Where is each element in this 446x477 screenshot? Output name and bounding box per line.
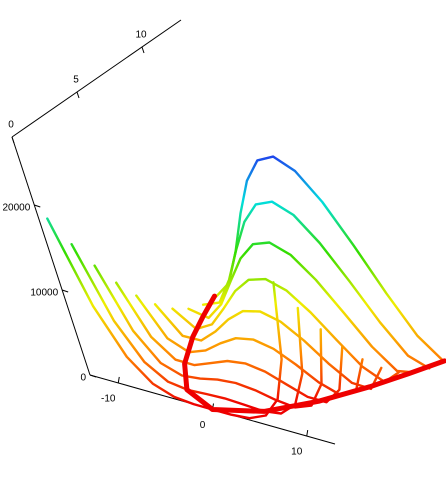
z-tick (61, 289, 69, 293)
x-tick (306, 429, 309, 437)
curve (215, 155, 444, 362)
curve (93, 264, 323, 409)
z-tick-label: 20000 (2, 203, 30, 214)
y-tick-label: 5 (73, 75, 79, 86)
y-tick (76, 91, 80, 99)
x-tick-label: -10 (101, 394, 116, 405)
curve (171, 277, 400, 384)
curve (115, 281, 344, 404)
curve (187, 241, 416, 374)
x-tick (117, 376, 120, 384)
z-tick-label: 10000 (30, 288, 58, 299)
x-tick-label: 10 (291, 447, 303, 458)
curve (153, 303, 383, 391)
y-tick (141, 46, 145, 54)
z-tick (34, 204, 41, 208)
axis-line (11, 19, 182, 138)
curve (46, 217, 283, 420)
valley-curve (182, 293, 446, 414)
y-tick-label: 10 (135, 30, 147, 41)
y-tick (11, 136, 15, 144)
y-tick-label: 0 (8, 120, 14, 131)
z-tick-label: 0 (80, 373, 86, 384)
curve (201, 200, 431, 370)
axis-line (11, 136, 91, 376)
x-tick-label: 0 (200, 420, 206, 431)
z-tick (89, 374, 97, 378)
